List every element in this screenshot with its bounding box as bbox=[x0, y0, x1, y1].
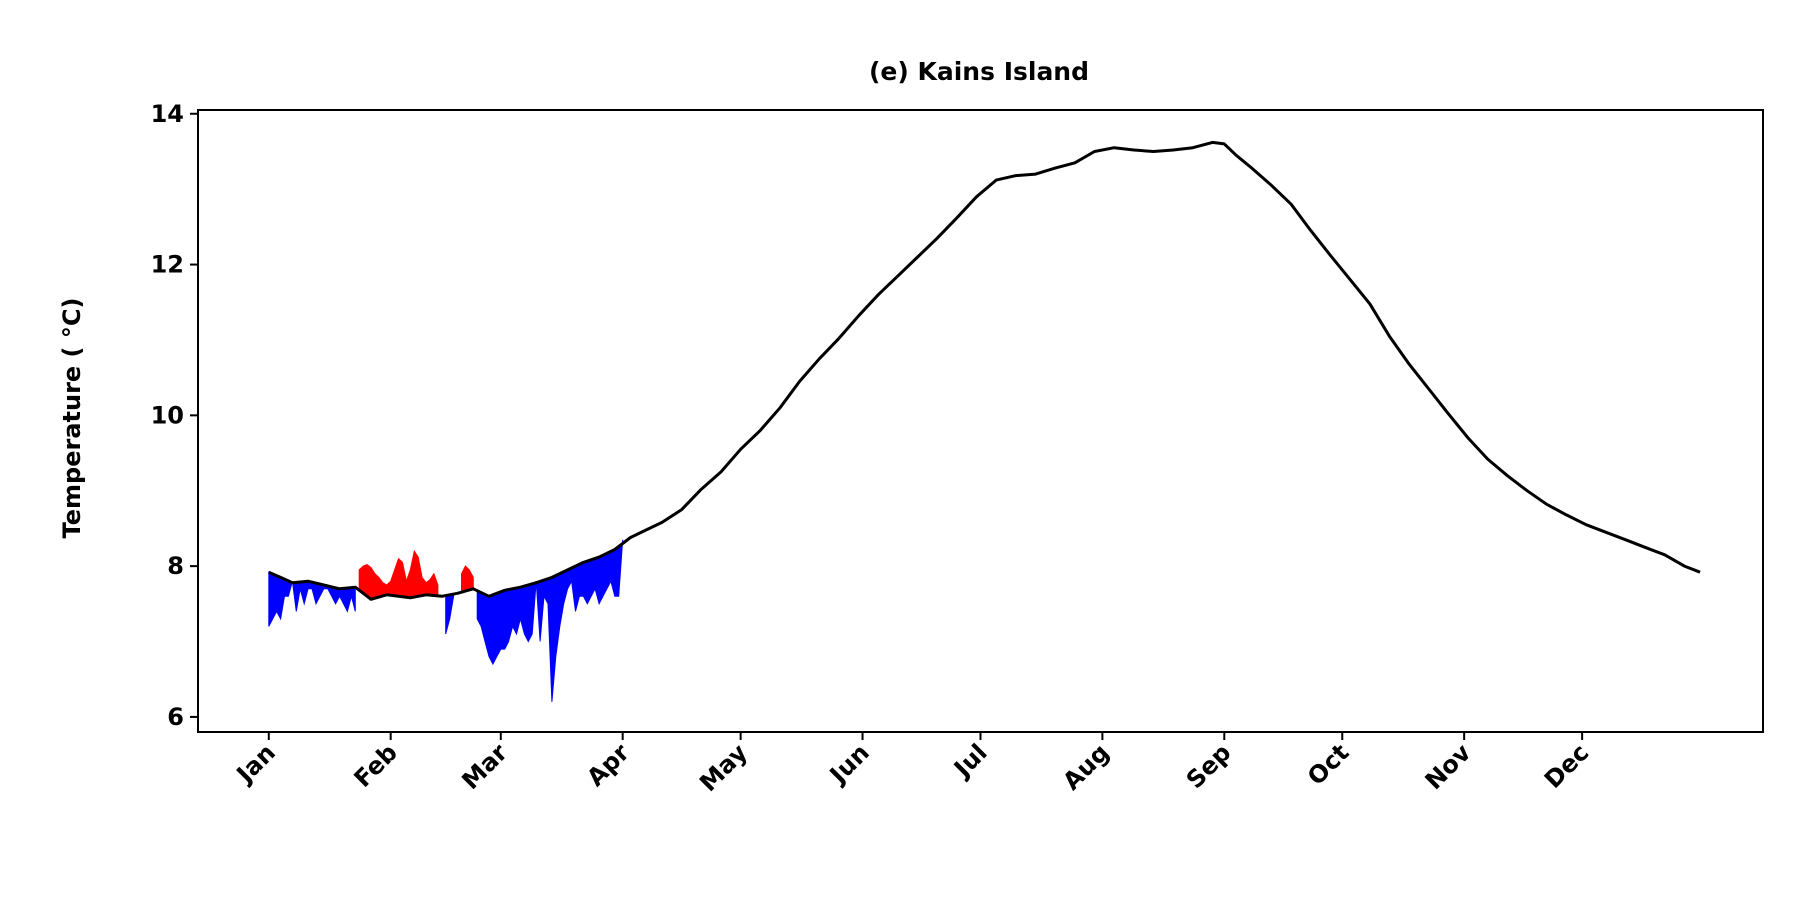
axes: 6 8 10 12 14 Jan Feb Mar Apr May Jun Jul Aug Sep Oct No… bbox=[151, 100, 1764, 797]
x-tick-label: May bbox=[694, 738, 753, 797]
x-tick-label: Feb bbox=[349, 738, 403, 792]
cold-anomaly-fill bbox=[268, 571, 356, 627]
x-tick-label: Mar bbox=[457, 738, 514, 795]
x-tick-label: Aug bbox=[1057, 738, 1114, 795]
y-tick-label: 8 bbox=[167, 552, 184, 580]
cold-anomaly-fill bbox=[445, 593, 455, 635]
x-tick-label: Oct bbox=[1302, 738, 1354, 790]
y-axis-label: Temperature ( °C) bbox=[58, 298, 86, 539]
x-tick-label: Jan bbox=[230, 738, 281, 789]
x-tick-label: Nov bbox=[1420, 738, 1477, 795]
y-tick-label: 10 bbox=[151, 401, 184, 429]
cold-anomaly-fill bbox=[476, 539, 624, 702]
x-tick-label: Dec bbox=[1539, 738, 1594, 793]
y-tick-label: 12 bbox=[151, 251, 184, 279]
x-tick-label: Apr bbox=[581, 738, 635, 792]
warm-anomaly-fill bbox=[358, 549, 439, 600]
x-tick-label: Sep bbox=[1181, 738, 1237, 794]
plot-frame bbox=[197, 109, 1764, 733]
x-tick-label: Jul bbox=[947, 738, 992, 783]
climatology-line bbox=[268, 140, 1701, 601]
plot-marks bbox=[268, 140, 1701, 702]
y-tick-label: 14 bbox=[151, 100, 184, 128]
x-tick-label: Jun bbox=[823, 738, 875, 790]
chart-title: (e) Kains Island bbox=[869, 57, 1089, 86]
y-tick-label: 6 bbox=[167, 703, 184, 731]
